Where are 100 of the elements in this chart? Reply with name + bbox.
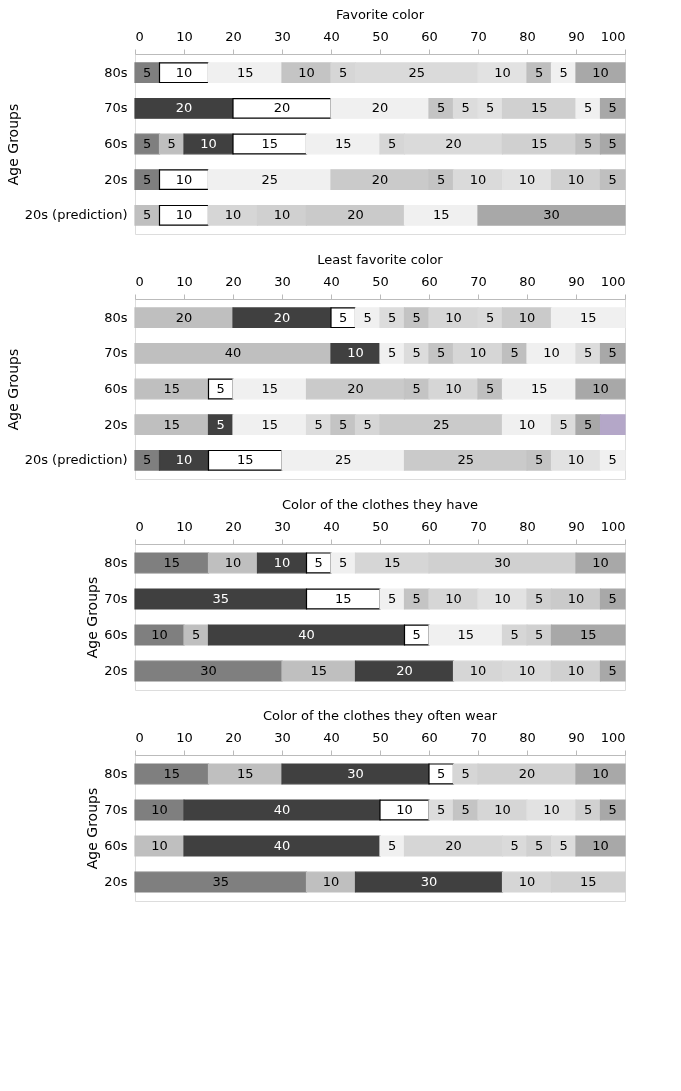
bar [207, 552, 259, 574]
data-label: 10 [273, 554, 291, 570]
data-label: 10 [567, 452, 585, 468]
bar [428, 763, 455, 785]
data-label: 15 [383, 554, 401, 570]
data-label: 5 [608, 345, 617, 361]
bar [599, 342, 626, 364]
data-label: 15 [334, 136, 352, 151]
bar [354, 871, 504, 893]
bar [134, 307, 234, 329]
data-label: 5 [216, 381, 225, 396]
bar [330, 97, 430, 119]
data-label: 10 [175, 64, 193, 80]
bar [575, 414, 602, 436]
bar [330, 342, 381, 364]
x-tick-label: 20 [225, 518, 242, 534]
y-tick-label: 20s (prediction) [24, 452, 128, 468]
data-label: 40 [273, 838, 291, 854]
data-label: 5 [461, 100, 470, 116]
chart-title: Favorite color [335, 7, 425, 22]
data-label: 5 [510, 627, 519, 643]
x-tick-label: 50 [372, 28, 389, 44]
data-label: 10 [469, 345, 487, 361]
bar [428, 97, 455, 119]
bar [134, 660, 283, 682]
bar [428, 624, 504, 646]
x-tick-label: 40 [323, 28, 340, 44]
data-label: 5 [559, 416, 568, 432]
x-tick-label: 80 [519, 518, 536, 534]
data-label: 20 [371, 171, 389, 187]
bar [379, 799, 430, 821]
bar [232, 307, 332, 329]
data-label: 5 [388, 345, 397, 361]
x-tick-label: 10 [176, 729, 193, 745]
bar [452, 799, 479, 821]
data-label: 10 [396, 801, 413, 817]
data-label: 5 [584, 345, 593, 361]
data-label: 10 [543, 801, 560, 817]
data-label: 5 [143, 452, 152, 468]
data-label: 35 [212, 874, 230, 890]
data-label: 5 [584, 136, 593, 151]
x-tick-label: 0 [135, 273, 144, 289]
data-label: 10 [567, 590, 585, 606]
bar [501, 378, 577, 400]
data-label: 5 [388, 309, 397, 325]
data-label: 10 [567, 663, 585, 679]
data-label: 5 [339, 416, 348, 432]
data-label: 5 [486, 381, 495, 396]
y-tick-label: 80s [104, 309, 128, 325]
y-tick-label: 70s [104, 590, 128, 606]
y-tick-label: 60s [104, 381, 128, 396]
data-label: 20 [175, 100, 193, 116]
data-label: 15 [236, 765, 254, 781]
data-label: 5 [535, 64, 544, 80]
data-label: 5 [388, 838, 397, 854]
bar [158, 62, 210, 84]
y-tick-label: 20s (prediction) [24, 207, 128, 223]
data-label: 5 [461, 801, 470, 817]
bar [134, 342, 332, 364]
bar [256, 552, 308, 574]
data-label: 5 [608, 171, 617, 187]
data-label: 25 [261, 171, 279, 187]
bar [207, 763, 283, 785]
data-label: 5 [559, 838, 568, 854]
data-label: 15 [530, 381, 548, 396]
y-tick-label: 70s [104, 345, 128, 361]
data-label: 10 [494, 590, 511, 606]
bar [134, 624, 185, 646]
data-label: 10 [567, 171, 585, 187]
x-tick-label: 30 [274, 273, 291, 289]
data-label: 10 [592, 64, 609, 80]
data-label: 5 [608, 100, 617, 116]
data-label: 10 [592, 554, 609, 570]
y-axis-title: Age Groups [4, 348, 21, 431]
y-axis-title: Age Groups [84, 787, 101, 870]
data-label: 5 [437, 171, 446, 187]
data-label: 15 [334, 590, 352, 606]
data-label: 20 [445, 838, 462, 854]
y-tick-label: 60s [104, 627, 128, 643]
bar [183, 624, 210, 646]
data-label: 15 [579, 309, 597, 325]
data-label: 20 [371, 100, 389, 116]
x-tick-label: 20 [225, 729, 242, 745]
data-label: 30 [347, 765, 364, 781]
data-label: 15 [457, 627, 475, 643]
data-label: 20 [273, 309, 291, 325]
y-tick-label: 20s [104, 663, 128, 679]
chart-title: Color of the clothes they have [281, 497, 479, 512]
data-label: 20 [347, 207, 364, 223]
data-label: 40 [224, 345, 242, 361]
data-label: 5 [339, 309, 348, 325]
data-label: 5 [143, 136, 152, 151]
bar [158, 204, 210, 226]
data-label: 30 [494, 554, 511, 570]
data-label: 35 [212, 590, 230, 606]
x-tick-label: 60 [421, 28, 438, 44]
data-label: 10 [445, 381, 462, 396]
x-tick-label: 10 [176, 28, 193, 44]
x-tick-label: 100 [600, 273, 626, 289]
data-label: 5 [535, 590, 544, 606]
